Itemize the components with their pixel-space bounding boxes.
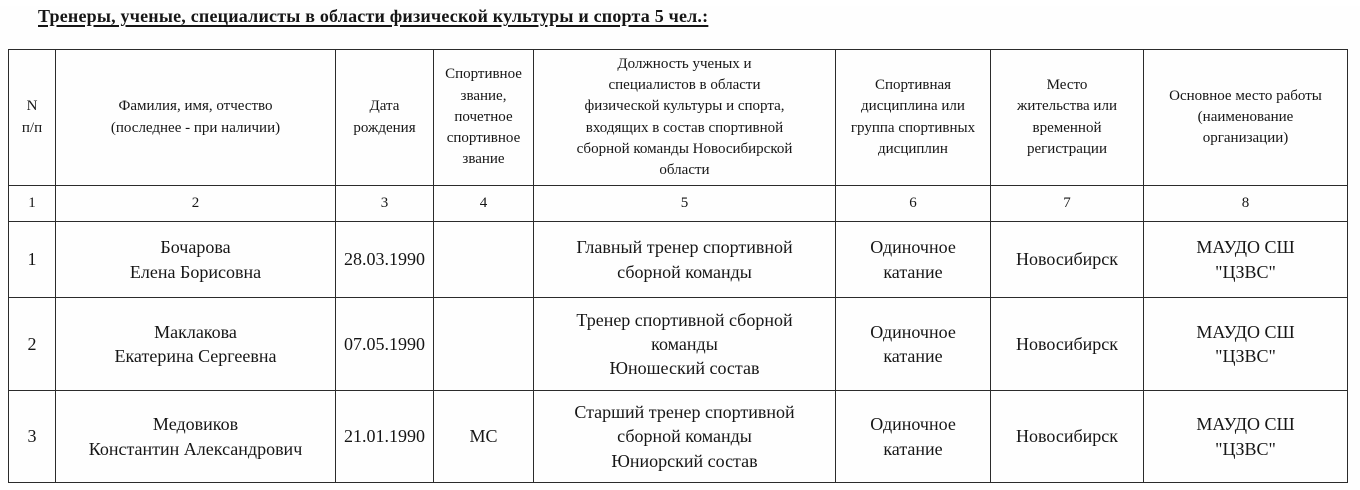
residence-cell: Новосибирск <box>990 297 1144 391</box>
residence-cell: Новосибирск <box>990 390 1144 483</box>
discipline-cell: Одиночное катание <box>835 297 991 391</box>
row-number: 1 <box>8 221 56 298</box>
birth-date-cell: 21.01.1990 <box>335 390 434 483</box>
name-cell: Маклакова Екатерина Сергеевна <box>55 297 336 391</box>
discipline-cell: Одиночное катание <box>835 390 991 483</box>
discipline-cell: Одиночное катание <box>835 221 991 298</box>
workplace-cell: МАУДО СШ "ЦЗВС" <box>1143 221 1348 298</box>
header-cell-birth-date: Дата рождения <box>335 49 434 186</box>
column-number: 3 <box>335 185 434 222</box>
row-number: 3 <box>8 390 56 483</box>
column-number: 8 <box>1143 185 1348 222</box>
sport-title-cell <box>433 221 534 298</box>
header-cell-num: N п/п <box>8 49 56 186</box>
residence-cell: Новосибирск <box>990 221 1144 298</box>
birth-date-cell: 07.05.1990 <box>335 297 434 391</box>
name-cell: Бочарова Елена Борисовна <box>55 221 336 298</box>
workplace-cell: МАУДО СШ "ЦЗВС" <box>1143 297 1348 391</box>
table-header-row: N п/п Фамилия, имя, отчество (последнее … <box>8 49 1348 186</box>
header-cell-discipline: Спортивная дисциплина или группа спортив… <box>835 49 991 186</box>
staff-table: N п/п Фамилия, имя, отчество (последнее … <box>8 49 1348 483</box>
column-number: 5 <box>533 185 836 222</box>
document-title: Тренеры, ученые, специалисты в области ф… <box>38 6 709 26</box>
birth-date-cell: 28.03.1990 <box>335 221 434 298</box>
header-cell-position: Должность ученых и специалистов в област… <box>533 49 836 186</box>
header-cell-workplace: Основное место работы (наименование орга… <box>1143 49 1348 186</box>
scanned-document-page: Тренеры, ученые, специалисты в области ф… <box>0 6 1360 490</box>
position-cell: Главный тренер спортивной сборной команд… <box>533 221 836 298</box>
column-number: 1 <box>8 185 56 222</box>
header-cell-sport-title: Спортивное звание, почетное спортивное з… <box>433 49 534 186</box>
table-row: 1 Бочарова Елена Борисовна 28.03.1990 Гл… <box>8 221 1348 298</box>
position-cell: Старший тренер спортивной сборной команд… <box>533 390 836 483</box>
position-cell: Тренер спортивной сборной команды Юношес… <box>533 297 836 391</box>
sport-title-cell <box>433 297 534 391</box>
name-cell: Медовиков Константин Александрович <box>55 390 336 483</box>
table-row: 3 Медовиков Константин Александрович 21.… <box>8 390 1348 483</box>
header-cell-residence: Место жительства или временной регистрац… <box>990 49 1144 186</box>
column-number-row: 1 2 3 4 5 6 7 8 <box>8 185 1348 222</box>
column-number: 4 <box>433 185 534 222</box>
table-row: 2 Маклакова Екатерина Сергеевна 07.05.19… <box>8 297 1348 391</box>
row-number: 2 <box>8 297 56 391</box>
column-number: 7 <box>990 185 1144 222</box>
column-number: 6 <box>835 185 991 222</box>
column-number: 2 <box>55 185 336 222</box>
header-cell-name: Фамилия, имя, отчество (последнее - при … <box>55 49 336 186</box>
workplace-cell: МАУДО СШ "ЦЗВС" <box>1143 390 1348 483</box>
sport-title-cell: МС <box>433 390 534 483</box>
